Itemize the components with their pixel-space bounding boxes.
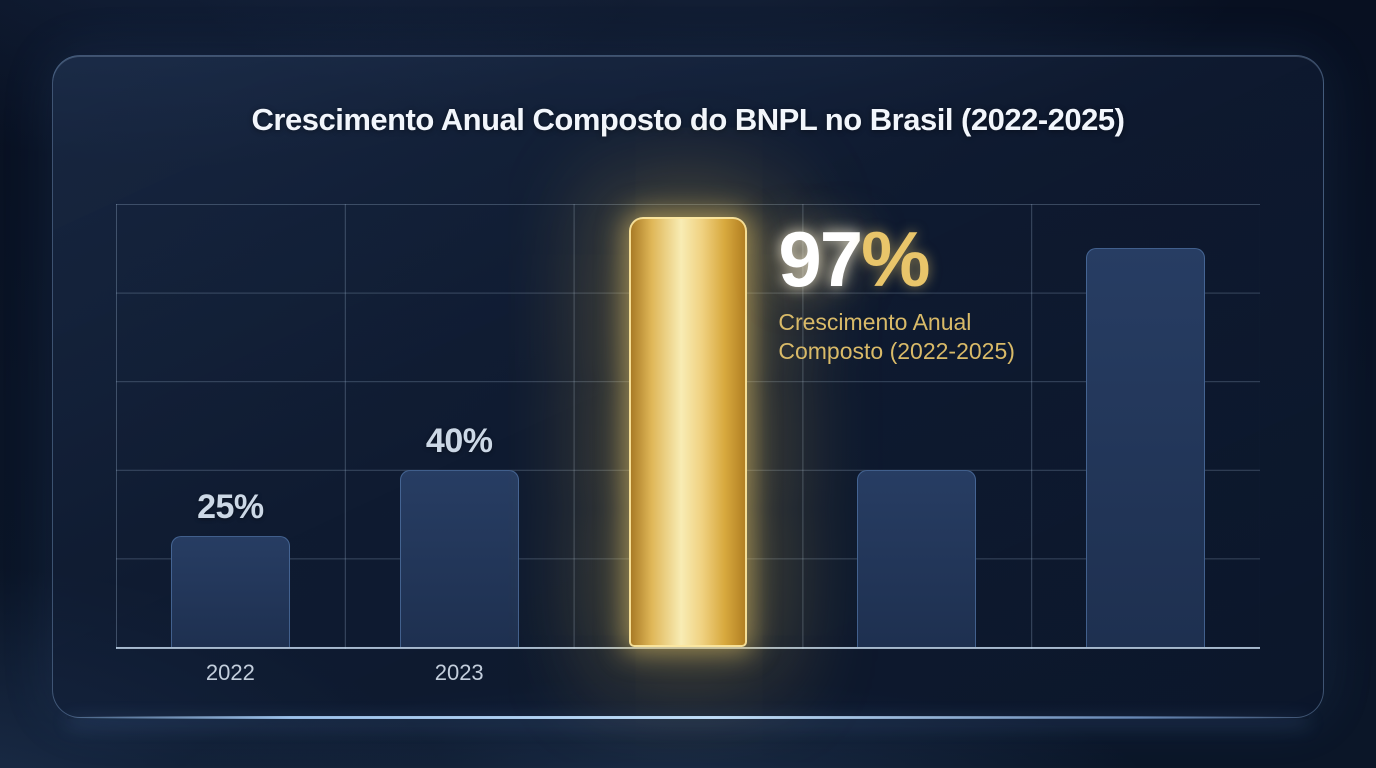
annotation-subtext: Crescimento Anual Composto (2022-2025) bbox=[778, 309, 1015, 364]
highlight-annotation: 97% Crescimento Anual Composto (2022-202… bbox=[778, 220, 1050, 366]
bar-column-pos3 bbox=[574, 204, 803, 647]
bar bbox=[399, 469, 519, 647]
bar bbox=[857, 469, 977, 647]
highlight-bar bbox=[628, 217, 748, 647]
bar-value-label: 40% bbox=[425, 421, 493, 460]
annotation-value: 97 bbox=[778, 215, 863, 303]
bar-value-label: 25% bbox=[197, 488, 264, 527]
plot-area: 25% 40% 97% Crescimento Anual Composto (2… bbox=[116, 204, 1260, 649]
bar-column-pos4 bbox=[802, 204, 1031, 647]
bar-column-pos5 bbox=[1031, 204, 1260, 647]
bar-column-2022: 25% bbox=[116, 204, 345, 647]
bar-column-2023: 40% bbox=[345, 204, 574, 647]
x-axis-label bbox=[802, 660, 1031, 719]
x-axis-label: 2022 bbox=[205, 660, 255, 685]
x-axis-label bbox=[1031, 660, 1260, 719]
annotation-headline: 97% bbox=[778, 220, 1050, 298]
chart-title: Crescimento Anual Composto do BNPL no Br… bbox=[251, 102, 1125, 137]
x-axis-label: 2023 bbox=[434, 660, 484, 685]
bar bbox=[1086, 248, 1206, 647]
annotation-percent-sign: % bbox=[861, 215, 930, 303]
x-axis-labels: 2022 2023 bbox=[116, 649, 1260, 719]
bars-container: 25% 40% bbox=[116, 204, 1260, 647]
x-axis-label bbox=[574, 660, 803, 719]
bar bbox=[170, 536, 290, 647]
chart-card: Crescimento Anual Composto do BNPL no Br… bbox=[52, 55, 1324, 719]
